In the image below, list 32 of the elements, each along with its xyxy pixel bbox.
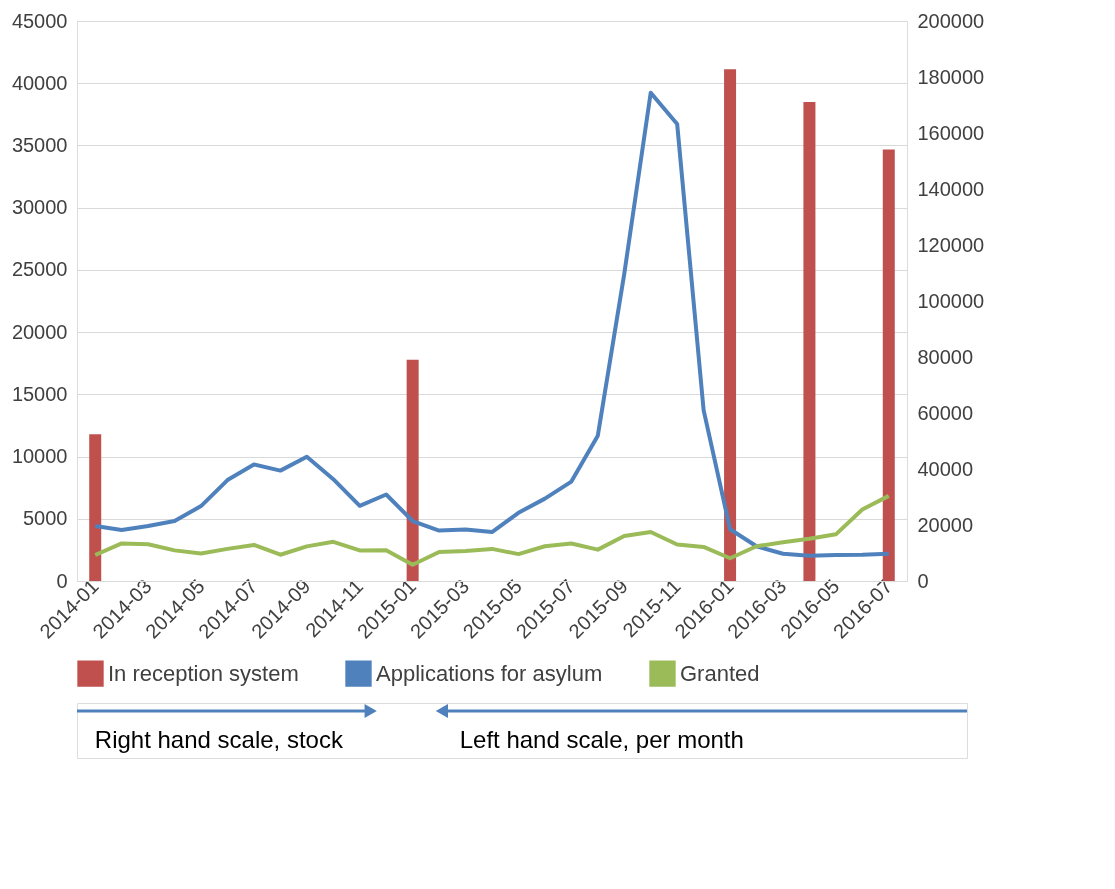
y2-tick-label: 180000 (917, 65, 985, 88)
y-tick-label: 5000 (23, 507, 68, 530)
y2-tick-label: 80000 (917, 345, 974, 368)
bar (406, 359, 419, 581)
y-tick-label: 40000 (11, 71, 68, 94)
y2-tick-label: 120000 (917, 233, 985, 256)
y-tick-label: 10000 (11, 445, 68, 468)
y2-tick-label: 60000 (917, 401, 974, 424)
line-series (93, 493, 891, 567)
line-series (93, 90, 891, 558)
legend-label: Applications for asylum (376, 660, 603, 686)
bar (89, 434, 102, 581)
y-tick-label: 30000 (11, 196, 68, 219)
y-tick-label: 20000 (11, 320, 68, 343)
y2-tick-label: 20000 (917, 513, 974, 536)
bar (803, 101, 816, 581)
legend-label: In reception system (108, 660, 299, 686)
y2-tick-label: 0 (917, 569, 929, 592)
bar (882, 149, 895, 581)
y2-tick-label: 160000 (917, 121, 985, 144)
text: Right hand scale, stock (94, 726, 344, 753)
y2-tick-label: 40000 (917, 457, 974, 480)
text: Left hand scale, per month (459, 726, 744, 753)
y-tick-label: 45000 (11, 9, 68, 32)
y2-tick-label: 100000 (917, 289, 985, 312)
bar (724, 69, 737, 581)
y2-tick-label: 200000 (917, 9, 985, 32)
y-tick-label: 25000 (11, 258, 68, 281)
y-tick-label: 35000 (11, 133, 68, 156)
y-tick-label: 15000 (11, 382, 68, 405)
y2-tick-label: 140000 (917, 177, 985, 200)
legend-label: Granted (680, 660, 760, 686)
